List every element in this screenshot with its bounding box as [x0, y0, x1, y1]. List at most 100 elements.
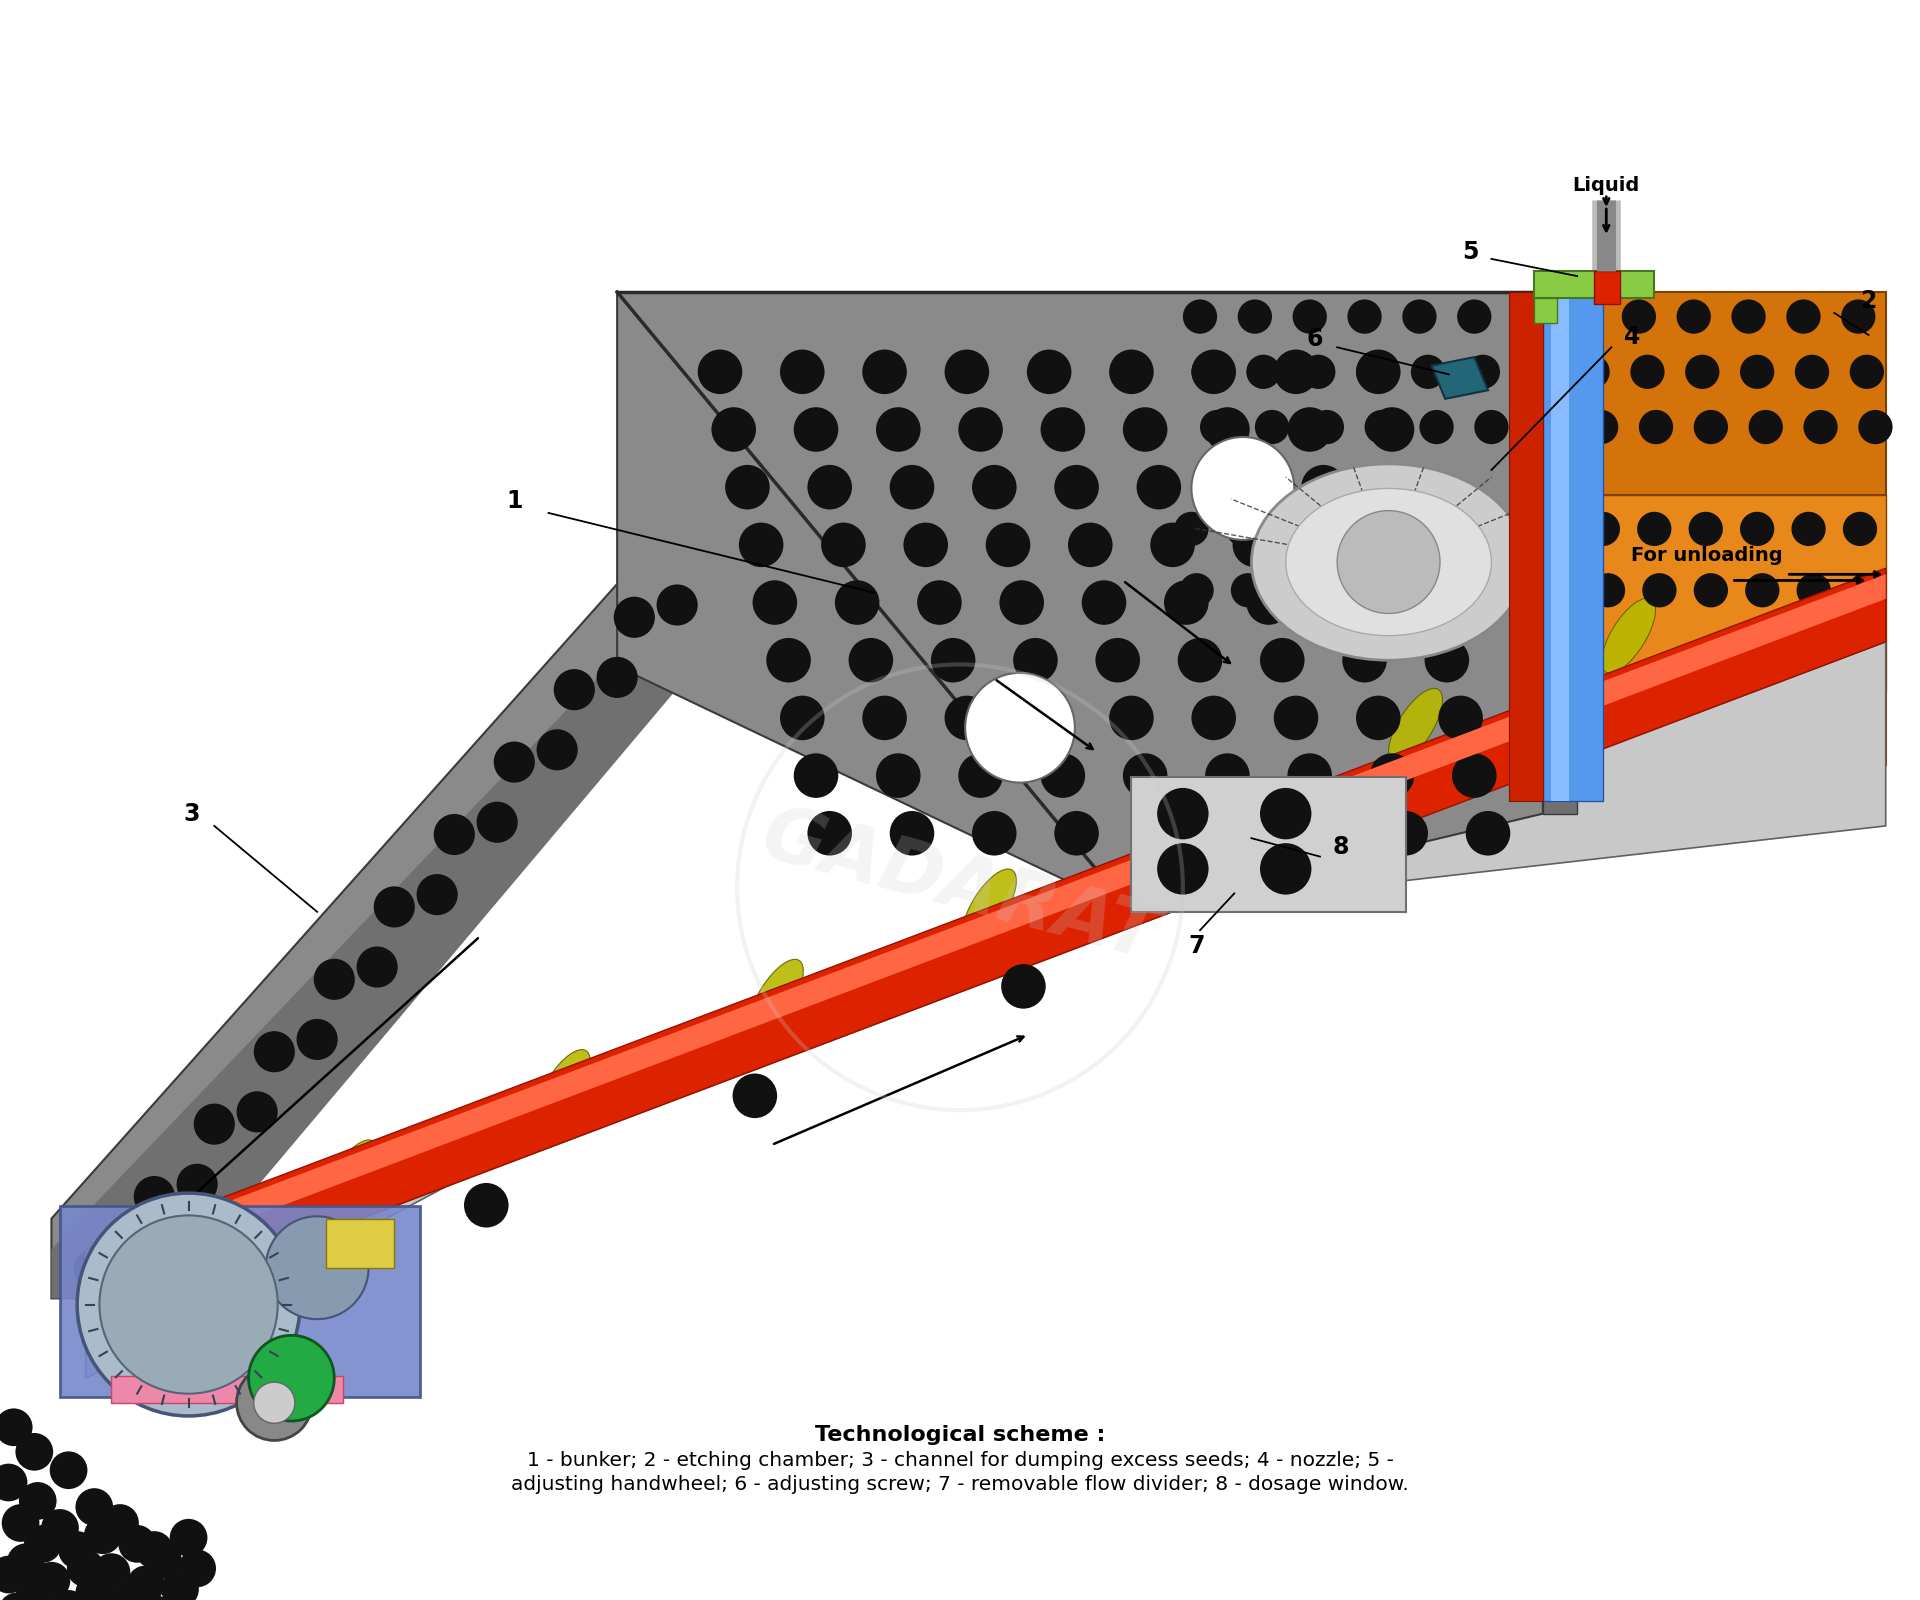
- Circle shape: [1740, 512, 1774, 546]
- Text: 6: 6: [1308, 326, 1323, 350]
- Circle shape: [1137, 811, 1181, 856]
- Circle shape: [1260, 787, 1311, 840]
- Text: 3: 3: [184, 802, 200, 826]
- Circle shape: [536, 730, 578, 770]
- Ellipse shape: [0, 1592, 36, 1600]
- Ellipse shape: [1388, 688, 1442, 763]
- Ellipse shape: [179, 1549, 215, 1587]
- Circle shape: [1292, 299, 1327, 334]
- Circle shape: [1513, 299, 1546, 334]
- Circle shape: [835, 581, 879, 626]
- Circle shape: [265, 1216, 369, 1318]
- Circle shape: [1334, 573, 1367, 608]
- Text: 1 - bunker; 2 - etching chamber; 3 - channel for dumping excess seeds; 4 - nozzl: 1 - bunker; 2 - etching chamber; 3 - cha…: [526, 1451, 1394, 1469]
- Circle shape: [1288, 754, 1332, 798]
- Ellipse shape: [15, 1578, 54, 1600]
- Circle shape: [1795, 355, 1830, 389]
- Circle shape: [1329, 512, 1363, 546]
- Circle shape: [1238, 299, 1271, 334]
- Text: GADARAT: GADARAT: [755, 798, 1165, 976]
- Polygon shape: [1137, 691, 1885, 765]
- Ellipse shape: [144, 1541, 182, 1579]
- Circle shape: [1000, 965, 1046, 1008]
- Circle shape: [1158, 843, 1208, 894]
- Circle shape: [972, 466, 1016, 509]
- Ellipse shape: [58, 1531, 96, 1570]
- Ellipse shape: [323, 1139, 376, 1214]
- Circle shape: [904, 523, 948, 566]
- Circle shape: [1273, 696, 1319, 741]
- Circle shape: [1123, 408, 1167, 451]
- Polygon shape: [86, 574, 1885, 1280]
- Ellipse shape: [136, 1531, 173, 1570]
- Circle shape: [657, 584, 697, 626]
- Circle shape: [1329, 581, 1373, 626]
- Polygon shape: [1131, 778, 1405, 912]
- Ellipse shape: [1252, 464, 1526, 661]
- Circle shape: [253, 1030, 296, 1072]
- Ellipse shape: [0, 1555, 27, 1594]
- Circle shape: [1791, 512, 1826, 546]
- Circle shape: [1786, 299, 1820, 334]
- Ellipse shape: [109, 1230, 163, 1306]
- Circle shape: [958, 754, 1002, 798]
- Circle shape: [1219, 811, 1263, 856]
- Circle shape: [1260, 843, 1311, 894]
- Circle shape: [1369, 408, 1415, 451]
- Ellipse shape: [67, 1549, 104, 1587]
- Circle shape: [1302, 811, 1346, 856]
- Circle shape: [236, 1365, 311, 1440]
- Ellipse shape: [2, 1504, 40, 1542]
- Ellipse shape: [749, 960, 803, 1034]
- Ellipse shape: [19, 1482, 56, 1520]
- Circle shape: [1260, 638, 1304, 683]
- Circle shape: [1630, 355, 1665, 389]
- Circle shape: [493, 741, 536, 782]
- Polygon shape: [1432, 357, 1488, 398]
- Circle shape: [1150, 523, 1194, 566]
- Circle shape: [374, 886, 415, 928]
- Circle shape: [1843, 512, 1878, 546]
- Circle shape: [1540, 573, 1574, 608]
- Text: Technological scheme :: Technological scheme :: [814, 1426, 1106, 1445]
- Circle shape: [296, 1019, 338, 1061]
- Ellipse shape: [127, 1565, 165, 1600]
- Circle shape: [1584, 410, 1619, 445]
- Circle shape: [1277, 512, 1311, 546]
- Circle shape: [1200, 410, 1235, 445]
- Text: 5: 5: [1463, 240, 1478, 264]
- Ellipse shape: [962, 869, 1016, 944]
- Polygon shape: [1534, 298, 1557, 323]
- Circle shape: [1402, 299, 1436, 334]
- Circle shape: [985, 523, 1031, 566]
- Ellipse shape: [92, 1554, 131, 1590]
- Ellipse shape: [23, 1525, 61, 1563]
- Circle shape: [1081, 581, 1127, 626]
- Circle shape: [1183, 299, 1217, 334]
- Circle shape: [876, 754, 920, 798]
- Circle shape: [1576, 355, 1609, 389]
- Circle shape: [597, 658, 637, 698]
- Circle shape: [1164, 581, 1208, 626]
- Circle shape: [1110, 696, 1154, 741]
- Ellipse shape: [1286, 488, 1492, 635]
- Circle shape: [1688, 512, 1722, 546]
- Circle shape: [739, 523, 783, 566]
- Circle shape: [1640, 410, 1672, 445]
- Ellipse shape: [0, 1408, 33, 1446]
- Polygon shape: [86, 568, 1885, 1323]
- Circle shape: [1356, 355, 1390, 389]
- Circle shape: [780, 349, 824, 394]
- Circle shape: [1528, 410, 1563, 445]
- Polygon shape: [616, 293, 1544, 912]
- Text: For unloading: For unloading: [1632, 547, 1784, 565]
- Circle shape: [1231, 573, 1265, 608]
- Text: 4: 4: [1624, 325, 1640, 349]
- Circle shape: [1315, 523, 1359, 566]
- Circle shape: [1027, 696, 1071, 741]
- Circle shape: [1369, 754, 1415, 798]
- Circle shape: [958, 408, 1002, 451]
- Circle shape: [966, 674, 1075, 782]
- Circle shape: [248, 1336, 334, 1421]
- Ellipse shape: [109, 1582, 148, 1600]
